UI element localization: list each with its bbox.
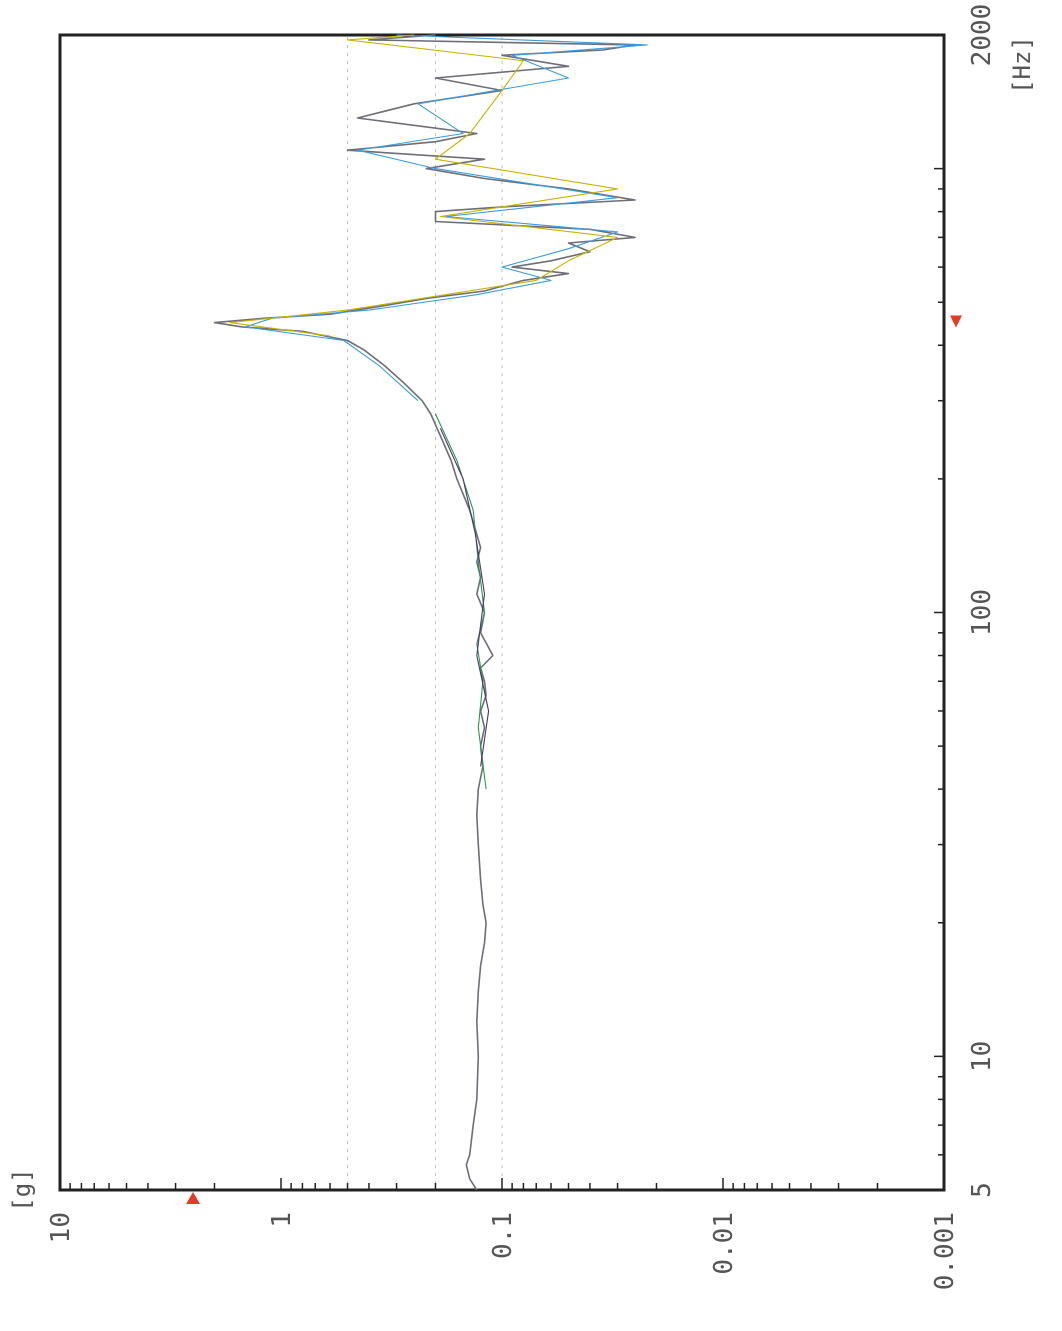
y-axis-tick-labels: 10 1 0.1 0.01 0.001 (46, 1212, 960, 1290)
x-tick-label: 10 (967, 1041, 997, 1072)
series-line-1 (244, 34, 648, 402)
y-axis-minor-ticks (59, 1178, 945, 1190)
y-tick-label: 1 (267, 1212, 297, 1228)
series-line-3 (435, 413, 487, 790)
x-tick-label: 2000 (967, 4, 997, 67)
x-tick-label: 100 (967, 589, 997, 636)
y-tick-label: 0.1 (488, 1212, 518, 1259)
x-tick-label: 5 (967, 1182, 997, 1198)
series-line-2 (229, 34, 619, 337)
series-line-4 (439, 428, 490, 767)
plot-area (58, 33, 946, 1192)
axis-units: [Hz] [g] (8, 36, 1036, 1212)
x-axis-minor-ticks (934, 34, 944, 1191)
y-tick-label: 0.001 (930, 1212, 960, 1290)
series-layer (213, 34, 648, 1191)
series-line-0 (213, 34, 636, 1191)
y-tick-label: 10 (46, 1212, 76, 1243)
markers (186, 315, 962, 1204)
gridlines (347, 37, 503, 1188)
marker-triangle-0 (186, 1192, 201, 1204)
y-axis-unit: [g] (8, 1168, 36, 1211)
x-axis-unit: [Hz] (1008, 36, 1036, 94)
x-axis-tick-labels: 5 10 100 2000 (967, 4, 997, 1198)
marker-triangle-1 (950, 315, 962, 328)
plot-border (58, 33, 946, 1192)
y-tick-label: 0.01 (709, 1212, 739, 1275)
